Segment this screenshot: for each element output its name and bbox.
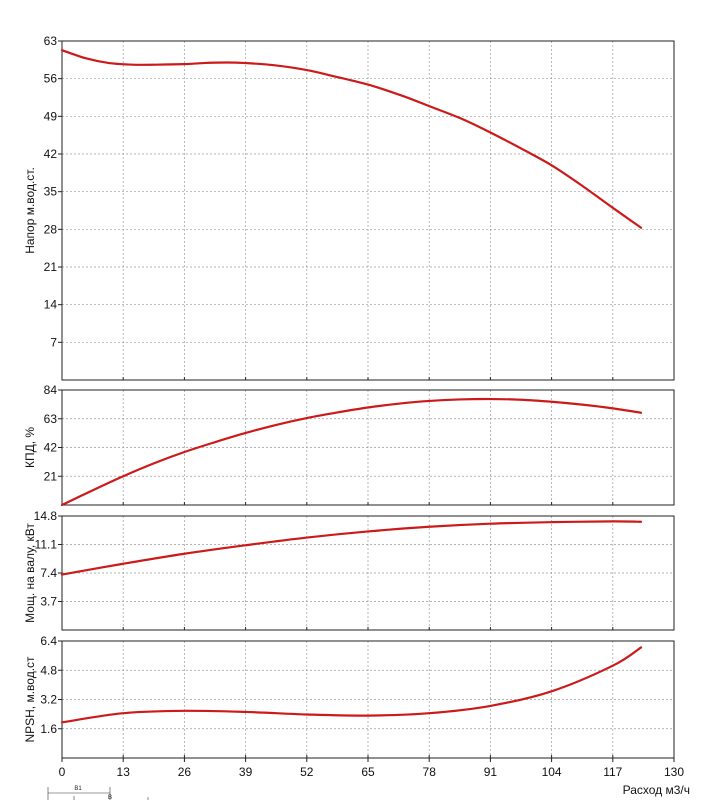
series-line-power	[60, 520, 643, 576]
series-line-head	[60, 49, 643, 229]
x-tick-label: 26	[178, 765, 192, 779]
y-tick-label: 21	[44, 260, 58, 274]
x-tick-label: 39	[239, 765, 253, 779]
y-tick-label: 14.8	[34, 509, 58, 523]
y-tick-label: 56	[44, 72, 58, 86]
y-tick-label: 28	[44, 222, 58, 236]
y-tick-label: 11.1	[35, 538, 58, 552]
x-tick-label: 13	[117, 765, 131, 779]
y-tick-label: 42	[44, 441, 58, 455]
y-tick-label: 84	[44, 383, 58, 397]
y-tick-label: 63	[44, 34, 58, 48]
x-tick-label: 91	[484, 765, 498, 779]
y-tick-label: 21	[44, 469, 58, 483]
panel-efficiency: 21 42 63 84 КПД, %	[23, 383, 675, 507]
panel-head: 7 14 21 28 35 42 49 56 63 Напор м.вод.ст.	[23, 34, 675, 381]
x-tick-label: 0	[59, 765, 66, 779]
x-axis-label: Расход м3/ч	[623, 783, 690, 797]
y-tick-label: 4.8	[40, 663, 57, 677]
series-line-efficiency	[60, 397, 643, 507]
y-tick-label: 6.4	[40, 634, 57, 648]
y-tick-label: 14	[44, 298, 58, 312]
x-tick-label: 104	[542, 765, 562, 779]
y-tick-label: 3.7	[40, 595, 57, 609]
y-tick-label: 7.4	[40, 566, 57, 580]
y-axis-label-head: Напор м.вод.ст.	[23, 167, 37, 254]
y-tick-label: 3.2	[40, 693, 57, 707]
y-tick-label: 63	[44, 412, 58, 426]
y-tick-label: 1.6	[40, 722, 57, 736]
x-tick-label: 52	[300, 765, 314, 779]
y-tick-label: 49	[44, 109, 58, 123]
x-axis: 0 13 26 39 52 65 78 91 104 117 130	[59, 758, 684, 779]
footer-dimension-drawing: B1 B	[47, 786, 149, 800]
y-axis-label-efficiency: КПД, %	[23, 427, 37, 468]
series-line-npsh	[60, 646, 643, 724]
chart-panels: 7 14 21 28 35 42 49 56 63 Напор м.вод.ст. 21 42 63 84…	[23, 34, 675, 759]
x-tick-label: 130	[664, 765, 684, 779]
y-tick-label: 35	[44, 185, 58, 199]
footer-label-b1: B1	[74, 786, 82, 792]
y-axis-label-power: Мощ. на валу, кВт	[23, 523, 37, 623]
y-tick-label: 7	[50, 335, 57, 349]
x-tick-label: 117	[603, 765, 622, 779]
x-tick-label: 78	[423, 765, 437, 779]
y-tick-label: 42	[44, 147, 58, 161]
footer-label-b: B	[108, 795, 112, 800]
x-tick-label: 65	[361, 765, 375, 779]
y-axis-label-npsh: NPSH, м.вод.ст	[23, 656, 37, 743]
